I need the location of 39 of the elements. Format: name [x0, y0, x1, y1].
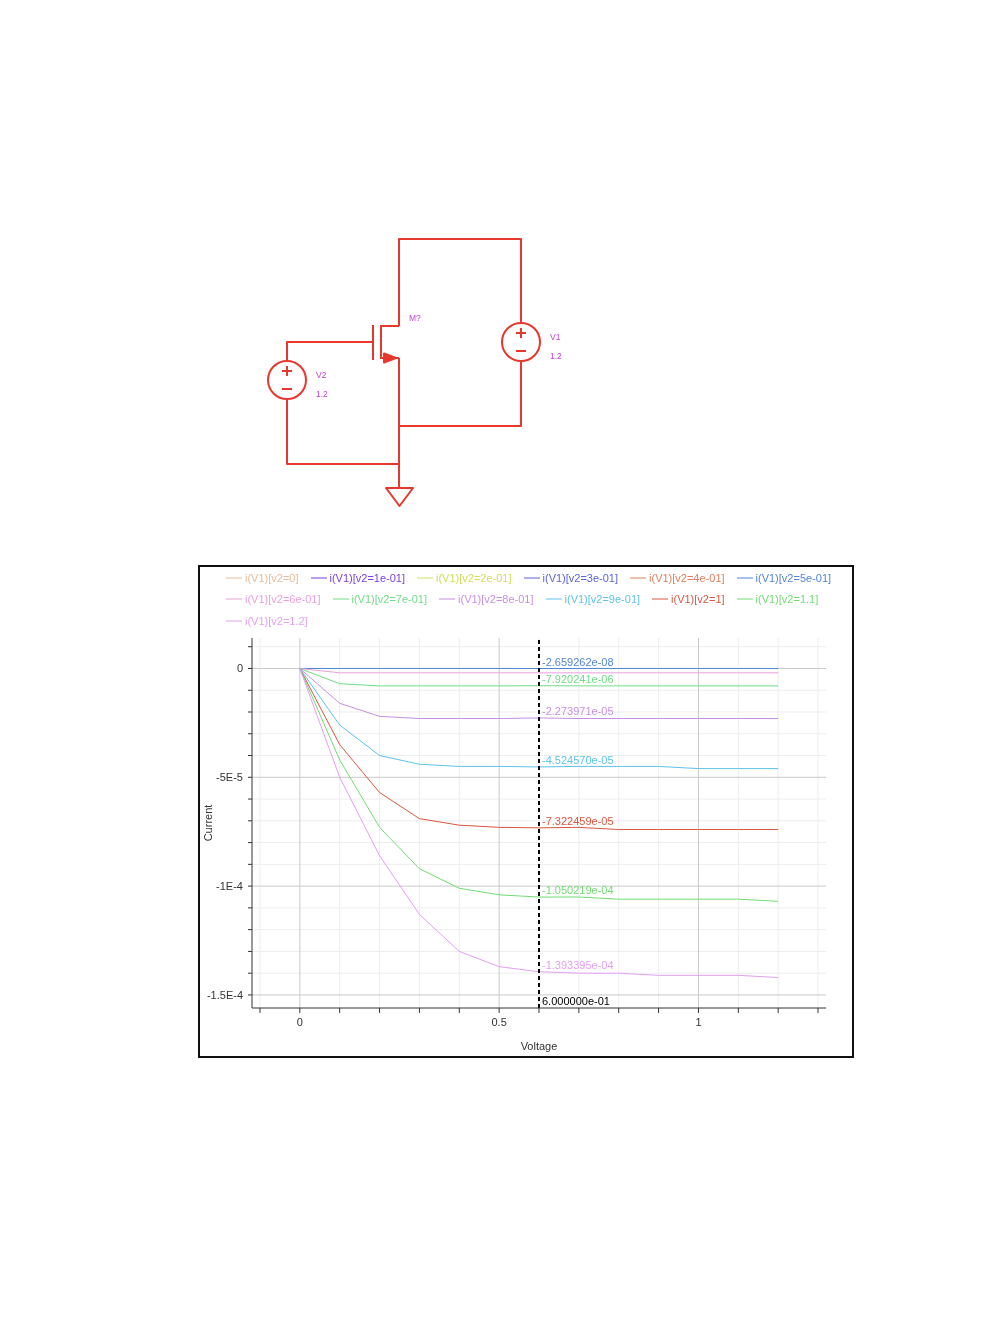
legend-label: i(V1)[v2=1.1]: [755, 593, 819, 606]
data-label: -7.920241e-06: [542, 672, 614, 685]
legend-label: i(V1)[v2=0]: [245, 571, 299, 584]
x-tick-label: 0.5: [491, 1015, 507, 1028]
line-series: [299, 667, 779, 687]
y-tick-label: -5E-5: [216, 771, 243, 784]
y-tick-label: -1.5E-4: [206, 988, 243, 1001]
line-series: [299, 667, 779, 831]
legend-label: i(V1)[v2=8e-01]: [458, 593, 534, 606]
legend-label: i(V1)[v2=1]: [671, 593, 725, 606]
legend-label: i(V1)[v2=5e-01]: [755, 571, 832, 584]
legend-label: i(V1)[v2=1.2]: [245, 614, 308, 627]
text: V1: [550, 332, 561, 342]
y-axis-title: Current: [201, 804, 214, 842]
data-label: -4.524570e-05: [542, 753, 614, 766]
x-axis-title: Voltage: [520, 1040, 558, 1052]
y-tick-label: 0: [236, 662, 243, 675]
data-label: -1.393395e-04: [542, 958, 614, 971]
text: 1.2: [550, 351, 563, 361]
text: M?: [409, 313, 422, 323]
x-tick-label: 0: [296, 1015, 303, 1028]
data-label: -2.273971e-05: [542, 704, 614, 717]
data-label: -1.050219e-04: [542, 884, 614, 897]
data-label: -2.659262e-08: [542, 655, 614, 668]
line-series: [299, 667, 779, 979]
ref-line-label: 6.000000e-01: [542, 995, 610, 1007]
text: 1.2: [316, 389, 329, 399]
legend-label: i(V1)[v2=7e-01]: [351, 593, 428, 606]
line-series: [299, 667, 779, 720]
legend-label: i(V1)[v2=4e-01]: [649, 571, 725, 584]
legend-label: i(V1)[v2=3e-01]: [542, 571, 619, 584]
legend-label: i(V1)[v2=9e-01]: [564, 593, 641, 606]
text: V2: [316, 370, 327, 380]
y-tick-label: -1E-4: [216, 880, 243, 893]
legend-label: i(V1)[v2=1e-01]: [329, 571, 406, 584]
legend-label: i(V1)[v2=2e-01]: [436, 571, 512, 584]
legend-label: i(V1)[v2=6e-01]: [245, 593, 321, 606]
data-label: -7.322459e-05: [542, 814, 614, 827]
x-tick-label: 1: [695, 1015, 702, 1028]
